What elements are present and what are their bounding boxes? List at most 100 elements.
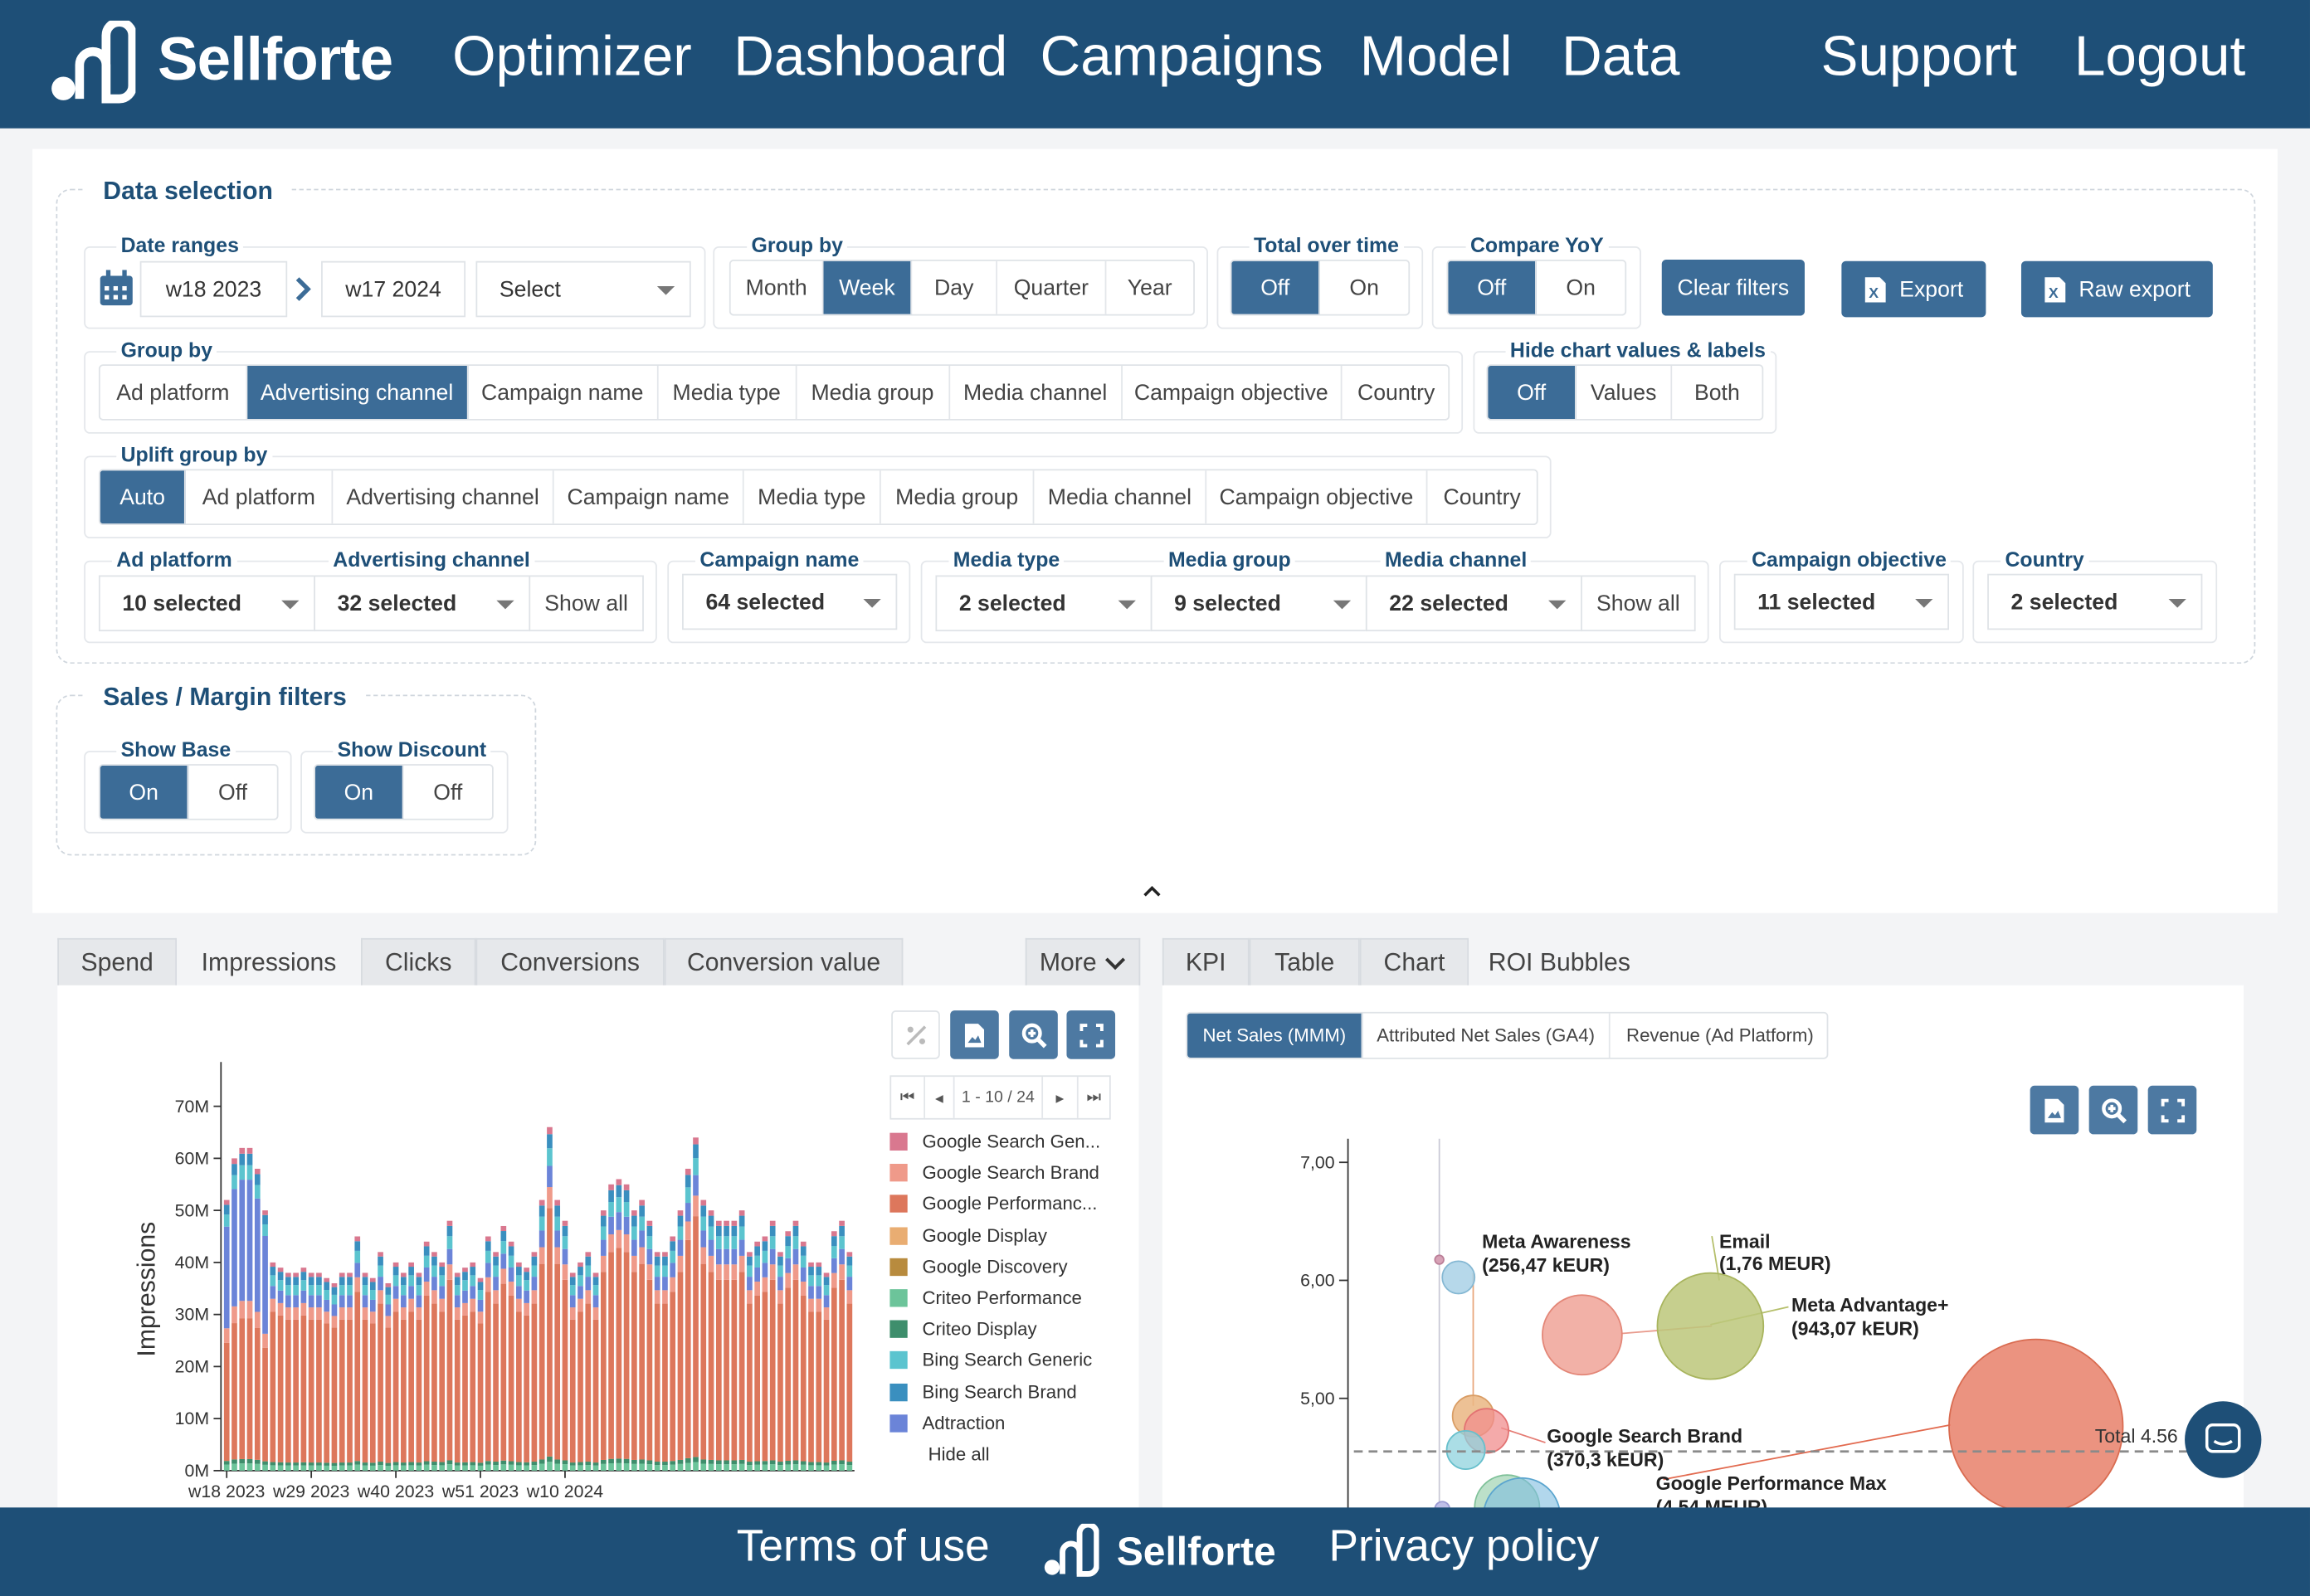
bar-segment[interactable] bbox=[308, 1295, 314, 1308]
bar-segment[interactable] bbox=[254, 1311, 261, 1328]
bar-segment[interactable] bbox=[362, 1272, 368, 1277]
bar-segment[interactable] bbox=[562, 1236, 568, 1249]
legend-item[interactable]: Criteo Performance bbox=[889, 1287, 1082, 1308]
bar-segment[interactable] bbox=[554, 1199, 561, 1206]
bar-segment[interactable] bbox=[446, 1264, 453, 1280]
bar-segment[interactable] bbox=[392, 1298, 399, 1312]
bar-segment[interactable] bbox=[754, 1267, 760, 1282]
bubble-email[interactable] bbox=[1656, 1272, 1765, 1380]
bar-segment[interactable] bbox=[385, 1327, 392, 1463]
bar-segment[interactable] bbox=[623, 1216, 630, 1235]
bar-segment[interactable] bbox=[423, 1246, 430, 1256]
bar-segment[interactable] bbox=[354, 1461, 361, 1465]
bar-segment[interactable] bbox=[316, 1462, 322, 1466]
bar-segment[interactable] bbox=[823, 1465, 830, 1471]
export-image-button[interactable] bbox=[950, 1010, 999, 1059]
bar-segment[interactable] bbox=[454, 1295, 461, 1308]
kpi-net-sales-mmm[interactable]: Net Sales (MMM) bbox=[1187, 1013, 1363, 1058]
bar-segment[interactable] bbox=[369, 1311, 376, 1324]
uplift-campaign-objective[interactable]: Campaign objective bbox=[1206, 470, 1428, 524]
bar-segment[interactable] bbox=[700, 1205, 707, 1217]
bar-segment[interactable] bbox=[223, 1464, 230, 1471]
bar-segment[interactable] bbox=[792, 1460, 799, 1465]
bar-segment[interactable] bbox=[831, 1246, 837, 1258]
bar-segment[interactable] bbox=[462, 1315, 468, 1462]
bar-segment[interactable] bbox=[516, 1286, 522, 1299]
bar-segment[interactable] bbox=[324, 1462, 330, 1466]
bar-segment[interactable] bbox=[616, 1185, 622, 1198]
bar-segment[interactable] bbox=[731, 1464, 738, 1471]
hide-chart-off[interactable]: Off bbox=[1488, 365, 1577, 420]
bar-segment[interactable] bbox=[385, 1316, 392, 1328]
bar-segment[interactable] bbox=[808, 1262, 814, 1268]
bar-segment[interactable] bbox=[401, 1465, 407, 1471]
bar-segment[interactable] bbox=[708, 1459, 714, 1464]
bar-segment[interactable] bbox=[693, 1195, 699, 1217]
bar-segment[interactable] bbox=[839, 1236, 845, 1249]
bar-segment[interactable] bbox=[585, 1290, 592, 1304]
bar-segment[interactable] bbox=[477, 1299, 484, 1312]
zoom-button[interactable] bbox=[2088, 1085, 2138, 1135]
bar-segment[interactable] bbox=[846, 1265, 853, 1277]
campaign-objective-select[interactable]: 11 selected bbox=[1733, 573, 1949, 630]
legend-item[interactable]: Google Search Gen... bbox=[889, 1131, 1100, 1152]
bar-segment[interactable] bbox=[754, 1464, 760, 1471]
bar-segment[interactable] bbox=[777, 1277, 783, 1291]
bar-segment[interactable] bbox=[354, 1236, 361, 1242]
bar-segment[interactable] bbox=[378, 1256, 383, 1266]
group-by-ad-platform[interactable]: Ad platform bbox=[100, 365, 247, 420]
bar-segment[interactable] bbox=[693, 1216, 699, 1457]
bar-segment[interactable] bbox=[816, 1298, 822, 1312]
bar-segment[interactable] bbox=[547, 1165, 553, 1188]
bar-segment[interactable] bbox=[262, 1214, 268, 1224]
tab-spend[interactable]: Spend bbox=[57, 937, 178, 985]
bar-segment[interactable] bbox=[585, 1462, 592, 1466]
bar-segment[interactable] bbox=[277, 1315, 284, 1462]
nav-logout[interactable]: Logout bbox=[2074, 27, 2246, 89]
bar-segment[interactable] bbox=[569, 1295, 576, 1308]
bar-segment[interactable] bbox=[592, 1319, 599, 1463]
bar-segment[interactable] bbox=[470, 1267, 476, 1276]
bar-segment[interactable] bbox=[539, 1216, 545, 1231]
bar-segment[interactable] bbox=[531, 1256, 538, 1266]
bar-segment[interactable] bbox=[585, 1252, 592, 1257]
bar-segment[interactable] bbox=[747, 1290, 753, 1304]
bar-segment[interactable] bbox=[531, 1277, 538, 1291]
bar-segment[interactable] bbox=[785, 1258, 792, 1273]
bar-segment[interactable] bbox=[500, 1241, 507, 1254]
bar-segment[interactable] bbox=[700, 1216, 707, 1231]
bar-segment[interactable] bbox=[623, 1202, 630, 1217]
bar-segment[interactable] bbox=[738, 1272, 745, 1460]
bar-segment[interactable] bbox=[708, 1226, 714, 1240]
bar-segment[interactable] bbox=[808, 1311, 814, 1462]
bar-segment[interactable] bbox=[578, 1465, 583, 1471]
bar-segment[interactable] bbox=[670, 1277, 676, 1292]
bar-segment[interactable] bbox=[277, 1280, 284, 1291]
bar-segment[interactable] bbox=[662, 1265, 668, 1277]
bar-segment[interactable] bbox=[293, 1277, 299, 1286]
bar-segment[interactable] bbox=[392, 1275, 399, 1287]
bar-segment[interactable] bbox=[308, 1307, 314, 1320]
compare-yoy-off[interactable]: Off bbox=[1448, 260, 1537, 314]
bar-segment[interactable] bbox=[846, 1462, 853, 1466]
bar-segment[interactable] bbox=[747, 1265, 753, 1277]
bar-segment[interactable] bbox=[738, 1459, 745, 1464]
next-page-icon[interactable]: ▸ bbox=[1041, 1077, 1077, 1118]
bar-segment[interactable] bbox=[677, 1239, 684, 1256]
bar-segment[interactable] bbox=[769, 1220, 776, 1226]
bar-segment[interactable] bbox=[423, 1281, 430, 1296]
bar-segment[interactable] bbox=[769, 1236, 776, 1249]
bar-segment[interactable] bbox=[439, 1311, 446, 1462]
bar-segment[interactable] bbox=[715, 1464, 722, 1471]
bar-segment[interactable] bbox=[631, 1272, 637, 1460]
legend-item[interactable]: Criteo Display bbox=[889, 1319, 1037, 1340]
bar-segment[interactable] bbox=[416, 1277, 422, 1286]
uplift-media-group[interactable]: Media group bbox=[881, 470, 1035, 524]
bar-segment[interactable] bbox=[747, 1256, 753, 1266]
bar-segment[interactable] bbox=[738, 1210, 745, 1216]
bar-segment[interactable] bbox=[608, 1463, 614, 1471]
bar-segment[interactable] bbox=[454, 1319, 461, 1463]
bar-segment[interactable] bbox=[254, 1174, 261, 1185]
bar-segment[interactable] bbox=[493, 1290, 499, 1304]
bar-segment[interactable] bbox=[462, 1280, 468, 1291]
